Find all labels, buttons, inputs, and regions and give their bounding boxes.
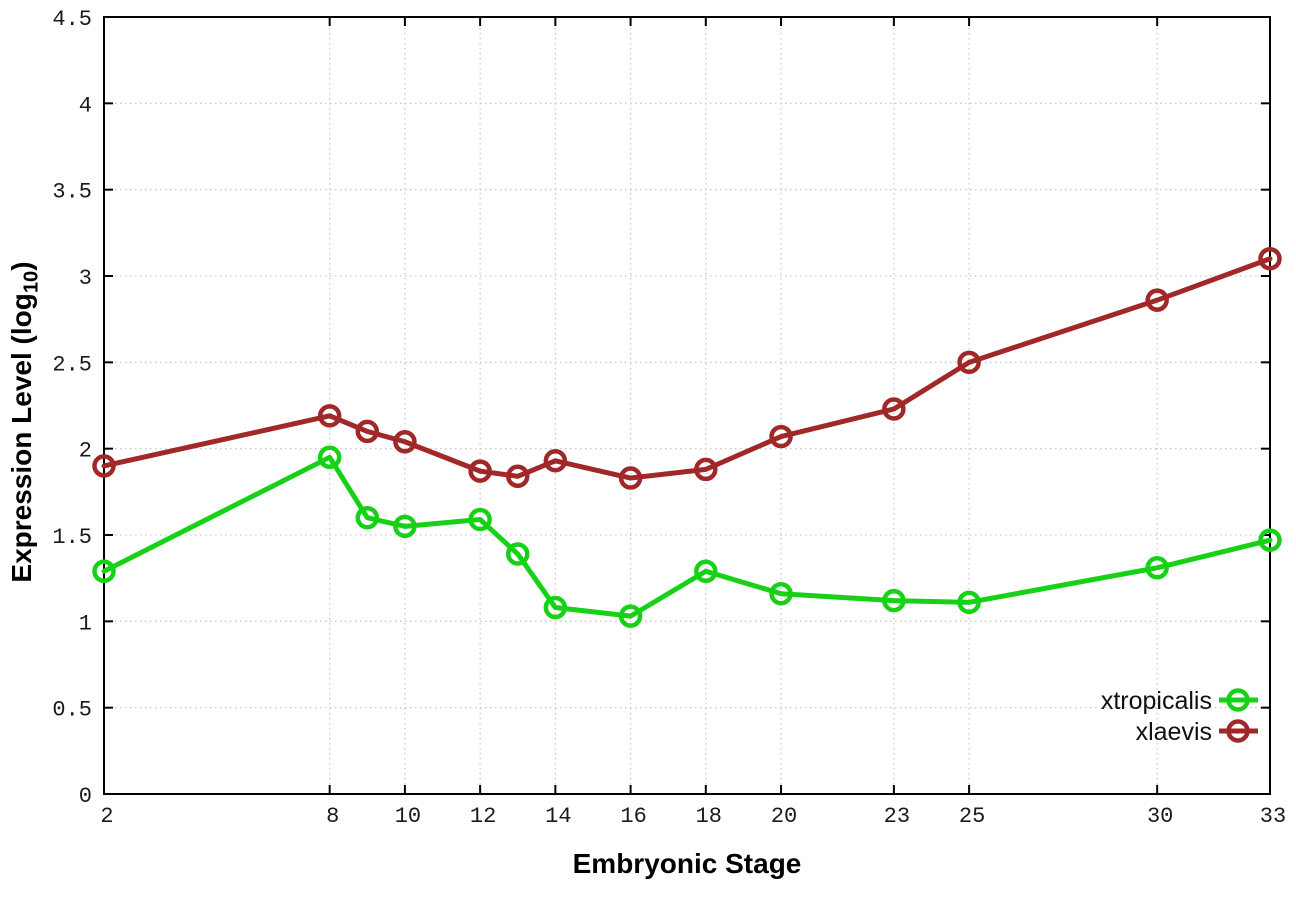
series-line-xlaevis	[101, 256, 1273, 481]
data-point-xlaevis-stage-25	[957, 350, 981, 375]
data-point-xtropicalis-stage-12	[468, 507, 492, 532]
x-tick-label: 14	[545, 804, 571, 829]
data-point-xlaevis-stage-13	[505, 464, 530, 489]
data-point-xlaevis-stage-12	[468, 459, 492, 483]
series-line-xtropicalis	[101, 454, 1273, 619]
x-tick-label: 20	[771, 804, 797, 829]
y-axis-title-text: Expression Level (log	[6, 293, 37, 583]
y-tick-label: 3	[79, 266, 92, 291]
data-point-xtropicalis-stage-18	[694, 559, 718, 584]
data-point-xlaevis-stage-8	[317, 404, 342, 428]
x-tick-label: 30	[1147, 804, 1173, 829]
data-point-xlaevis-stage-10	[393, 430, 417, 454]
x-tick-label: 25	[959, 804, 985, 829]
x-axis-title: Embryonic Stage	[572, 848, 802, 879]
y-axis-title: Expression Level (log10)	[6, 261, 44, 582]
legend-marker-xlaevis	[1226, 719, 1250, 743]
data-point-xtropicalis-stage-30	[1145, 556, 1169, 580]
x-tick-label: 33	[1260, 804, 1286, 829]
x-tick-label: 23	[884, 804, 910, 829]
data-point-xtropicalis-stage-2	[92, 559, 116, 584]
x-tick-label: 10	[395, 804, 421, 829]
legend-label-xtropicalis: xtropicalis	[1101, 687, 1212, 715]
y-tick-label: 2.5	[52, 352, 92, 377]
data-point-xtropicalis-stage-13	[505, 542, 530, 566]
data-point-xlaevis-stage-30	[1145, 288, 1169, 312]
data-point-xlaevis-stage-33	[1258, 246, 1282, 271]
plot-border	[103, 16, 1271, 795]
data-point-xlaevis-stage-20	[769, 424, 793, 449]
y-tick-label: 4	[79, 93, 92, 118]
data-point-xtropicalis-stage-9	[355, 505, 380, 530]
data-point-xlaevis-stage-9	[355, 419, 380, 444]
y-tick-label: 0	[79, 784, 92, 809]
y-tick-label: 2	[79, 439, 92, 464]
y-axis-title-subscript: 10	[20, 270, 43, 294]
legend-label-xlaevis: xlaevis	[1136, 718, 1212, 746]
y-tick-label: 3.5	[52, 180, 92, 205]
x-tick-label: 2	[100, 804, 113, 829]
y-tick-label: 0.5	[52, 698, 92, 723]
data-point-xlaevis-stage-16	[618, 466, 643, 490]
data-point-xlaevis-stage-14	[543, 449, 568, 473]
data-point-xtropicalis-stage-16	[618, 604, 643, 628]
data-point-xtropicalis-stage-10	[393, 514, 417, 539]
data-point-xtropicalis-stage-14	[543, 595, 568, 620]
data-point-xlaevis-stage-18	[694, 457, 718, 482]
data-point-xlaevis-stage-23	[882, 397, 906, 421]
x-tick-label: 18	[696, 804, 722, 829]
data-point-xlaevis-stage-2	[92, 454, 116, 478]
x-tick-label: 8	[326, 804, 339, 829]
y-axis-title-suffix: )	[6, 261, 37, 271]
x-tick-label: 16	[620, 804, 646, 829]
y-tick-label: 1.5	[52, 525, 92, 550]
y-tick-label: 1	[79, 611, 92, 636]
data-point-xtropicalis-stage-23	[882, 588, 906, 613]
y-tick-label: 4.5	[52, 7, 92, 32]
data-point-xtropicalis-stage-33	[1258, 528, 1282, 552]
x-tick-label: 12	[470, 804, 496, 829]
data-point-xtropicalis-stage-20	[769, 581, 793, 606]
legend-marker-xtropicalis	[1226, 688, 1250, 712]
data-point-xtropicalis-stage-25	[957, 590, 981, 615]
data-point-xtropicalis-stage-8	[317, 445, 342, 470]
